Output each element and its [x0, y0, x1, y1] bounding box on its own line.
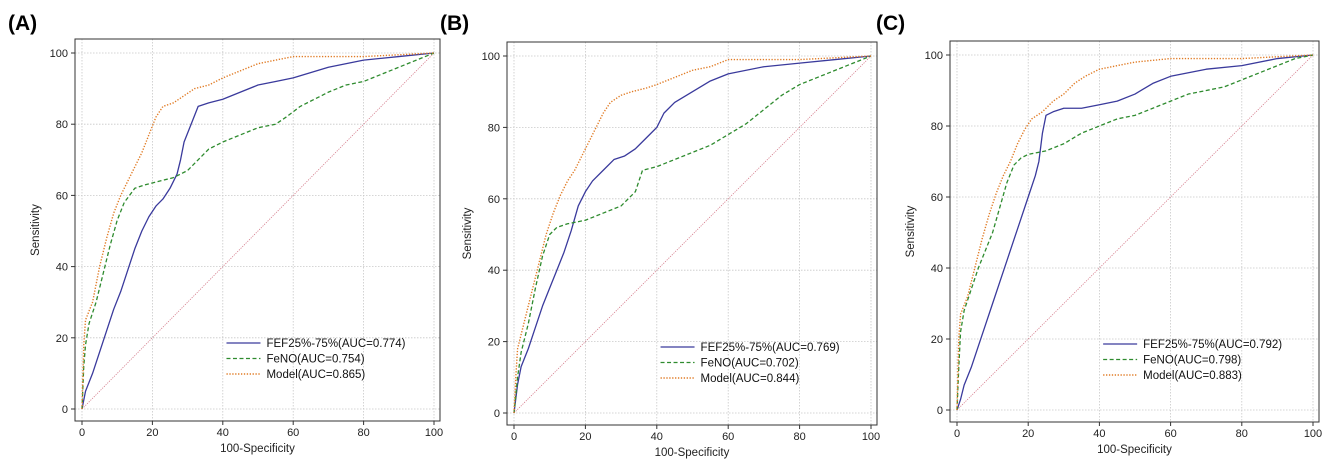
x-axis-title: 100-Specificity: [655, 447, 730, 459]
y-tick-label: 0: [62, 404, 68, 416]
roc-curve-3: [513, 55, 872, 414]
y-tick-label: 60: [56, 190, 68, 202]
roc-panel-2: (B) 0 20 40 60 80 100 0 20 40 60 80 100 100-Specifici…: [440, 12, 880, 459]
x-tick-label: 100: [425, 427, 443, 439]
y-tick-label: 20: [56, 333, 68, 345]
roc-curve-3: [81, 52, 435, 410]
y-tick-label: 60: [931, 192, 943, 204]
legend-entry: FeNO(AUC=0.702): [701, 358, 799, 370]
legend-entry: Model(AUC=0.883): [1143, 370, 1242, 382]
y-tick-label: 20: [931, 334, 943, 346]
reference-diagonal-line: [513, 55, 872, 414]
x-tick-label: 60: [1164, 428, 1176, 440]
x-tick-label: 100: [1304, 428, 1322, 440]
x-tick-label: 80: [793, 431, 805, 443]
roc-curve-2: [81, 52, 435, 410]
legend-entry: FeNO(AUC=0.798): [1143, 355, 1241, 367]
legend: FEF25%-75%(AUC=0.774) FeNO(AUC=0.754) Mode…: [226, 338, 406, 381]
y-axis-title: Sensitivity: [905, 205, 917, 257]
panel-label: (C): [876, 12, 905, 35]
x-tick-label: 60: [287, 427, 299, 439]
y-tick-label: 0: [494, 408, 500, 420]
panel-label: (A): [8, 12, 37, 35]
roc-curve-3: [956, 54, 1314, 411]
x-tick-label: 0: [954, 428, 960, 440]
roc-panel-1: (A) 0 20 40 60 80 100 0 20 40 60 80 100 100-Specifici…: [8, 12, 443, 455]
y-tick-label: 40: [488, 265, 500, 277]
y-axis-title: Sensitivity: [462, 207, 474, 259]
x-tick-label: 0: [511, 431, 517, 443]
y-tick-label: 0: [937, 405, 943, 417]
y-tick-label: 80: [488, 122, 500, 134]
x-tick-label: 80: [357, 427, 369, 439]
x-axis-title: 100-Specificity: [220, 443, 295, 455]
legend-entry: FeNO(AUC=0.754): [266, 354, 364, 366]
roc-curve-2: [956, 54, 1314, 411]
legend-entry: FEF25%-75%(AUC=0.774): [266, 338, 405, 350]
legend: FEF25%-75%(AUC=0.769) FeNO(AUC=0.702) Mode…: [660, 342, 840, 385]
x-tick-label: 40: [1093, 428, 1105, 440]
y-tick-label: 60: [488, 194, 500, 206]
x-axis-title: 100-Specificity: [1097, 444, 1172, 456]
y-tick-label: 80: [56, 119, 68, 131]
y-tick-label: 40: [931, 263, 943, 275]
x-tick-label: 60: [722, 431, 734, 443]
x-tick-label: 40: [651, 431, 663, 443]
y-axis-title: Sensitivity: [30, 204, 42, 256]
x-tick-label: 20: [146, 427, 158, 439]
panel-label: (B): [440, 12, 469, 35]
x-tick-label: 100: [862, 431, 880, 443]
y-tick-label: 20: [488, 337, 500, 349]
plot-frame: [74, 38, 441, 422]
plot-frame: [506, 41, 878, 426]
roc-curve-1: [513, 55, 872, 414]
plot-frame: [949, 40, 1320, 423]
legend: FEF25%-75%(AUC=0.792) FeNO(AUC=0.798) Mode…: [1103, 339, 1282, 382]
legend-entry: FEF25%-75%(AUC=0.792): [1143, 339, 1282, 351]
x-tick-label: 0: [79, 427, 85, 439]
roc-curve-1: [956, 54, 1314, 411]
legend-entry: FEF25%-75%(AUC=0.769): [701, 342, 840, 354]
legend-entry: Model(AUC=0.865): [266, 369, 365, 381]
reference-diagonal-line: [81, 52, 435, 410]
x-tick-label: 40: [217, 427, 229, 439]
y-tick-label: 100: [482, 51, 500, 63]
y-tick-label: 100: [50, 48, 68, 60]
y-tick-label: 80: [931, 121, 943, 133]
x-tick-label: 80: [1236, 428, 1248, 440]
roc-panel-3: (C) 0 20 40 60 80 100 0 20 40 60 80 100 100-Specifici…: [876, 12, 1322, 456]
x-tick-label: 20: [579, 431, 591, 443]
reference-diagonal-line: [956, 54, 1314, 411]
x-tick-label: 20: [1022, 428, 1034, 440]
y-tick-label: 40: [56, 262, 68, 274]
y-tick-label: 100: [925, 50, 943, 62]
roc-curve-1: [81, 52, 435, 410]
legend-entry: Model(AUC=0.844): [701, 373, 800, 385]
